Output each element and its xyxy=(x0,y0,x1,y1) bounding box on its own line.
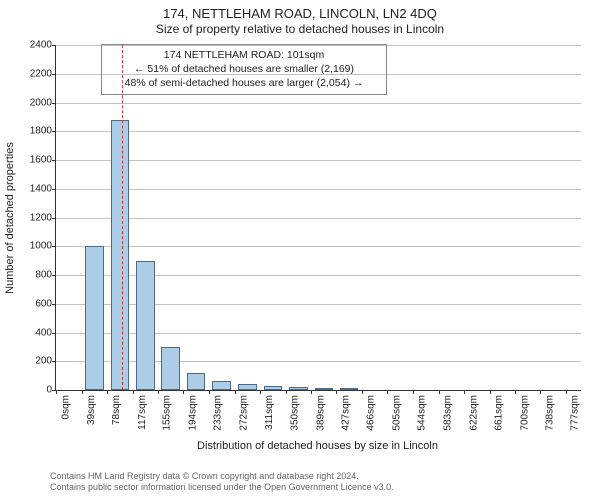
xtick-label: 155sqm xyxy=(162,395,173,431)
bar xyxy=(315,388,333,390)
xtick-label: 233sqm xyxy=(213,395,224,431)
xtick-mark xyxy=(235,390,236,394)
ytick-label: 2000 xyxy=(30,97,52,108)
ytick-mark xyxy=(52,103,56,104)
xtick-mark xyxy=(286,390,287,394)
xtick-label: 700sqm xyxy=(519,395,530,431)
ytick-label: 1600 xyxy=(30,155,52,166)
bar xyxy=(187,373,205,390)
ytick-mark xyxy=(52,246,56,247)
ytick-label: 200 xyxy=(35,356,52,367)
gridline xyxy=(56,304,581,305)
gridline xyxy=(56,218,581,219)
xtick-mark xyxy=(158,390,159,394)
xtick-mark xyxy=(133,390,134,394)
xtick-label: 466sqm xyxy=(366,395,377,431)
ytick-mark xyxy=(52,45,56,46)
gridline xyxy=(56,361,581,362)
xtick-label: 505sqm xyxy=(391,395,402,431)
gridline xyxy=(56,275,581,276)
xtick-mark xyxy=(540,390,541,394)
xtick-mark xyxy=(82,390,83,394)
ytick-label: 0 xyxy=(46,385,52,396)
xtick-mark xyxy=(515,390,516,394)
ytick-mark xyxy=(52,131,56,132)
gridline xyxy=(56,103,581,104)
ytick-mark xyxy=(52,189,56,190)
xtick-mark xyxy=(209,390,210,394)
xtick-label: 117sqm xyxy=(137,395,148,430)
xtick-label: 194sqm xyxy=(187,395,198,431)
y-axis-label: Number of detached properties xyxy=(4,142,16,294)
chart-area: 0200400600800100012001400160018002000220… xyxy=(55,45,581,391)
bar xyxy=(238,384,256,390)
page-subtitle: Size of property relative to detached ho… xyxy=(0,21,600,36)
bar xyxy=(289,387,307,390)
ytick-label: 2200 xyxy=(30,68,52,79)
gridline xyxy=(56,246,581,247)
footer-line1: Contains HM Land Registry data © Crown c… xyxy=(50,471,590,483)
xtick-label: 311sqm xyxy=(264,395,275,430)
marker-line xyxy=(122,45,123,390)
xtick-label: 544sqm xyxy=(417,395,428,431)
ytick-label: 1800 xyxy=(30,126,52,137)
xtick-mark xyxy=(107,390,108,394)
xtick-label: 0sqm xyxy=(60,395,71,419)
xtick-label: 777sqm xyxy=(570,395,581,431)
ytick-label: 2400 xyxy=(30,40,52,51)
gridline xyxy=(56,160,581,161)
xtick-mark xyxy=(490,390,491,394)
xtick-label: 583sqm xyxy=(443,395,454,431)
ytick-mark xyxy=(52,304,56,305)
gridline xyxy=(56,333,581,334)
ytick-mark xyxy=(52,160,56,161)
ytick-mark xyxy=(52,74,56,75)
footer: Contains HM Land Registry data © Crown c… xyxy=(50,471,590,494)
xtick-label: 39sqm xyxy=(86,395,97,425)
bar xyxy=(161,347,179,390)
bar xyxy=(212,381,230,390)
ytick-label: 400 xyxy=(35,327,52,338)
gridline xyxy=(56,189,581,190)
gridline xyxy=(56,131,581,132)
xtick-mark xyxy=(183,390,184,394)
xtick-label: 389sqm xyxy=(315,395,326,431)
bar xyxy=(85,246,103,390)
ytick-label: 1400 xyxy=(30,183,52,194)
xtick-label: 622sqm xyxy=(468,395,479,431)
ytick-mark xyxy=(52,275,56,276)
bar xyxy=(340,388,358,390)
xtick-mark xyxy=(336,390,337,394)
ytick-mark xyxy=(52,361,56,362)
page-title: 174, NETTLEHAM ROAD, LINCOLN, LN2 4DQ xyxy=(0,0,600,21)
xtick-mark xyxy=(362,390,363,394)
xtick-mark xyxy=(413,390,414,394)
xtick-label: 661sqm xyxy=(494,395,505,431)
bar xyxy=(111,120,129,390)
ytick-mark xyxy=(52,333,56,334)
xtick-mark xyxy=(260,390,261,394)
xtick-label: 78sqm xyxy=(111,395,122,425)
xtick-label: 427sqm xyxy=(340,395,351,431)
xtick-mark xyxy=(464,390,465,394)
xtick-label: 272sqm xyxy=(239,395,250,431)
ytick-label: 600 xyxy=(35,298,52,309)
xtick-label: 350sqm xyxy=(290,395,301,431)
xtick-mark xyxy=(439,390,440,394)
xtick-mark xyxy=(56,390,57,394)
xtick-mark xyxy=(566,390,567,394)
ytick-label: 1000 xyxy=(30,241,52,252)
ytick-label: 1200 xyxy=(30,212,52,223)
bar xyxy=(136,261,154,390)
ytick-mark xyxy=(52,218,56,219)
gridline xyxy=(56,74,581,75)
footer-line2: Contains public sector information licen… xyxy=(50,482,590,494)
xtick-label: 738sqm xyxy=(544,395,555,431)
x-axis-label: Distribution of detached houses by size … xyxy=(197,440,438,452)
xtick-mark xyxy=(387,390,388,394)
ytick-label: 800 xyxy=(35,270,52,281)
bar xyxy=(264,386,282,390)
gridline xyxy=(56,45,581,46)
xtick-mark xyxy=(311,390,312,394)
